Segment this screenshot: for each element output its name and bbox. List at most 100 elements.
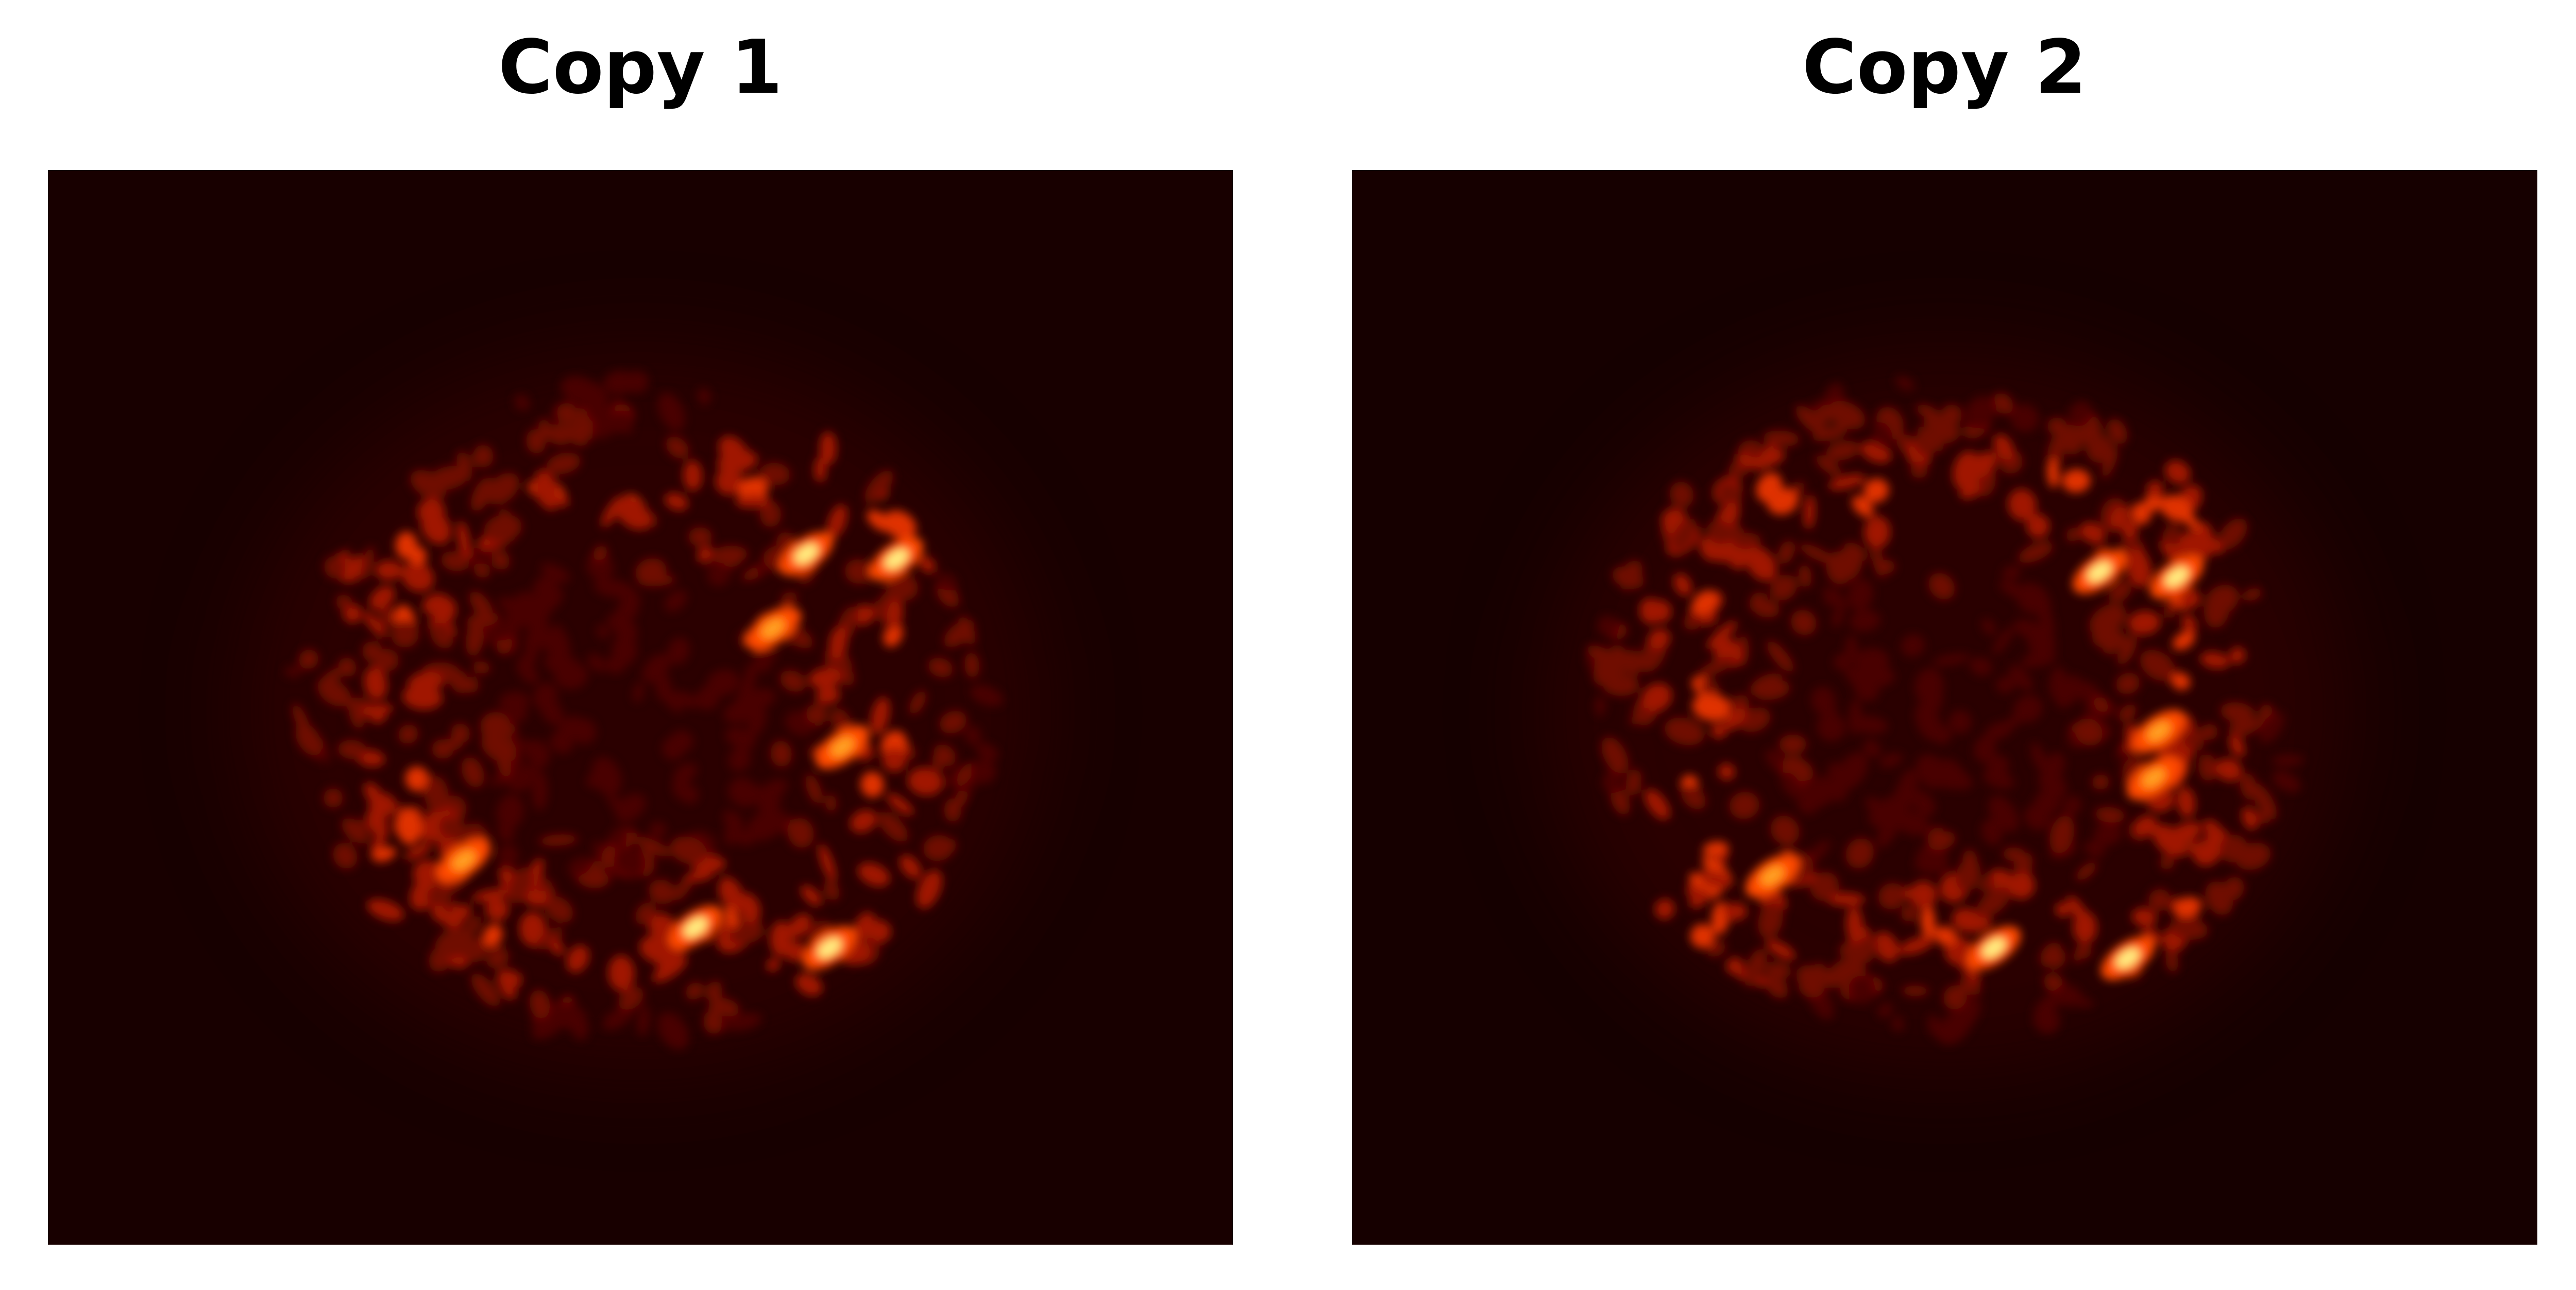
speckle <box>865 470 893 503</box>
speckle <box>1969 657 1992 676</box>
speckle <box>521 608 551 627</box>
speckle <box>472 661 490 674</box>
speckle <box>620 593 639 617</box>
speckle <box>375 560 402 581</box>
speckle <box>759 463 790 486</box>
speckle <box>2075 718 2103 746</box>
speckle <box>1626 649 1641 677</box>
speckle <box>882 748 907 772</box>
speckle <box>722 550 743 568</box>
speckle <box>1729 791 1760 819</box>
speckle <box>860 771 884 797</box>
speckle <box>1957 958 1980 982</box>
speckle <box>638 574 676 587</box>
speckle <box>2218 518 2247 550</box>
speckle <box>566 945 589 973</box>
speckle <box>806 704 828 724</box>
speckle <box>1724 707 1747 731</box>
speckle <box>537 575 559 600</box>
speckle <box>413 860 440 887</box>
speckle <box>466 612 500 627</box>
speckle <box>607 795 634 821</box>
speckle <box>2107 418 2128 445</box>
speckle <box>1901 634 1925 657</box>
speckle <box>887 599 903 630</box>
speckle <box>2215 758 2242 782</box>
speckle <box>323 788 343 808</box>
speckle <box>1766 940 1795 960</box>
speckle <box>2080 522 2106 544</box>
speckle <box>1948 710 1972 734</box>
speckle <box>2177 787 2196 818</box>
speckle <box>907 767 943 796</box>
speckle <box>1849 975 1875 1004</box>
hotspot-core <box>885 549 908 569</box>
speckle <box>2044 752 2065 779</box>
speckle <box>2115 749 2134 761</box>
speckle <box>471 973 500 1007</box>
speckle <box>657 392 685 431</box>
speckle <box>466 915 481 935</box>
speckle <box>2163 601 2175 619</box>
speckle <box>2030 742 2047 772</box>
speckle <box>497 969 520 990</box>
speckle <box>1934 926 1957 946</box>
speckle <box>1736 453 1764 470</box>
speckle <box>586 553 614 580</box>
speckle <box>1826 440 1860 461</box>
speckle <box>705 981 722 1002</box>
speckle <box>367 898 404 921</box>
speckle <box>404 843 432 860</box>
speckle <box>665 493 688 511</box>
hotspot-core <box>2142 768 2165 788</box>
speckle <box>2259 711 2285 743</box>
speckle <box>781 591 798 606</box>
speckle <box>624 370 649 394</box>
speckle <box>1917 844 1948 870</box>
speckle <box>2229 734 2245 757</box>
speckle <box>1934 728 1951 742</box>
speckle <box>1892 1016 1904 1032</box>
speckle <box>1824 588 1841 606</box>
speckle <box>1833 654 1850 670</box>
speckle <box>787 818 814 848</box>
speckle <box>1718 763 1735 780</box>
speckle <box>1849 947 1873 963</box>
speckle <box>1877 1002 1893 1018</box>
speckle <box>1706 520 1733 544</box>
speckle <box>2140 650 2175 681</box>
speckle <box>818 844 836 882</box>
speckle <box>608 955 635 991</box>
speckle <box>408 671 443 694</box>
speckle <box>596 624 609 639</box>
speckle <box>517 660 539 685</box>
speckle <box>1673 573 1692 597</box>
speckle <box>1763 430 1800 447</box>
speckle <box>633 682 644 703</box>
speckle <box>2272 755 2304 767</box>
speckle <box>956 762 975 786</box>
speckle <box>2055 902 2070 918</box>
speckle <box>568 857 592 876</box>
speckle <box>591 757 622 796</box>
speckle <box>544 896 573 923</box>
speckle <box>723 810 743 830</box>
speckle <box>685 982 704 1000</box>
speckle <box>635 902 656 925</box>
speckle <box>976 743 998 761</box>
speckle <box>819 431 837 465</box>
speckle <box>1781 772 1802 798</box>
speckle <box>587 654 606 672</box>
speckle <box>535 469 561 506</box>
speckle <box>532 770 548 811</box>
speckle <box>1744 948 1767 987</box>
speckle <box>1630 708 1650 725</box>
speckle <box>2205 536 2224 554</box>
speckle <box>2146 481 2164 498</box>
speckle <box>2229 647 2246 664</box>
speckle <box>2076 943 2092 959</box>
speckle <box>2110 506 2130 528</box>
speckle <box>971 759 996 784</box>
speckle <box>2132 908 2157 927</box>
